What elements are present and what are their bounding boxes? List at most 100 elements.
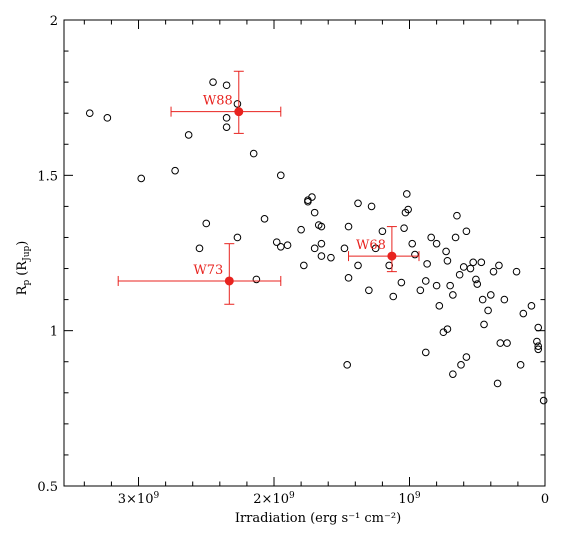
data-point: [416, 286, 425, 295]
data-point: [276, 242, 285, 251]
data-point: [354, 261, 362, 270]
data-point: [449, 291, 457, 299]
data-point: [297, 225, 305, 234]
data-point: [233, 100, 242, 108]
data-point: [365, 286, 373, 295]
y-axis-label-unit-subscript: Jup: [22, 246, 32, 262]
data-point: [451, 233, 460, 242]
data-point: [233, 233, 242, 242]
highlight-marker: [234, 107, 244, 117]
data-point: [512, 267, 521, 276]
data-point: [453, 211, 461, 220]
data-point: [344, 222, 353, 231]
data-point: [455, 270, 464, 279]
data-point: [310, 244, 319, 253]
y-axis-label: Rp (RJup): [15, 241, 32, 296]
y-axis-label-subscript: p: [22, 280, 32, 286]
data-point: [432, 239, 441, 248]
data-point: [327, 253, 335, 262]
y-tick-label: 2: [50, 14, 58, 29]
data-point: [489, 267, 498, 276]
data-point: [260, 215, 269, 223]
data-point: [534, 345, 543, 354]
data-point: [317, 222, 326, 231]
data-point: [478, 295, 487, 304]
data-point: [459, 263, 468, 271]
x-tick-label: 2×109: [253, 491, 295, 507]
data-point: [317, 239, 326, 248]
data-point: [457, 361, 465, 369]
data-point: [408, 239, 417, 248]
x-tick-label: 3×109: [118, 491, 160, 507]
data-point: [300, 261, 308, 270]
data-point: [389, 292, 398, 301]
data-point: [209, 78, 217, 86]
data-point: [371, 244, 380, 253]
highlighted-point-w68: W68: [348, 226, 420, 273]
data-point: [354, 199, 362, 208]
data-point: [171, 166, 179, 175]
data-point: [423, 260, 431, 268]
highlight-marker: [224, 276, 234, 286]
x-tick-label: 109: [398, 491, 421, 507]
data-point: [202, 219, 211, 228]
data-point: [411, 250, 419, 259]
data-point: [249, 149, 258, 158]
data-point: [534, 342, 543, 351]
data-point: [184, 131, 193, 139]
highlight-marker: [387, 251, 397, 261]
point-label: W68: [356, 238, 386, 253]
data-point: [222, 123, 231, 131]
data-point: [472, 275, 480, 284]
highlighted-point-w88: W88: [170, 70, 282, 134]
data-point: [308, 193, 316, 201]
data-point: [222, 114, 231, 122]
data-point: [496, 339, 505, 347]
data-point: [344, 274, 353, 282]
data-point: [85, 109, 94, 117]
data-point: [103, 114, 112, 122]
data-point: [340, 244, 349, 253]
data-point: [432, 281, 441, 290]
data-point: [343, 361, 351, 369]
data-point: [495, 261, 503, 270]
data-point: [276, 171, 285, 180]
plot-frame: [63, 19, 546, 487]
data-point: [533, 337, 541, 346]
data-point: [473, 280, 482, 288]
x-tick-label: 0: [541, 492, 549, 507]
data-point: [404, 205, 412, 214]
data-point: [385, 261, 393, 270]
data-point: [439, 328, 448, 337]
y-axis-label-unit-open: (R: [15, 260, 30, 276]
data-point: [310, 208, 319, 217]
data-point: [222, 81, 231, 90]
data-point: [397, 278, 406, 287]
data-point: [462, 353, 471, 361]
data-point: [443, 256, 452, 265]
axis-ticks: 3×109 2×109 109 0 0.5 1 1.5 2: [37, 14, 549, 507]
data-point: [477, 258, 486, 267]
data-point: [484, 306, 492, 315]
data-point: [446, 281, 454, 290]
data-point: [252, 275, 261, 284]
point-label: W88: [203, 94, 233, 109]
data-point: [137, 174, 146, 183]
data-point: [469, 258, 477, 267]
data-point: [462, 227, 471, 236]
point-label: W73: [193, 263, 223, 278]
data-point: [519, 309, 528, 318]
data-points: [85, 78, 548, 405]
data-point: [527, 302, 536, 310]
data-point: [272, 238, 281, 246]
data-point: [466, 264, 475, 273]
y-axis-label-unit-close: ): [15, 241, 30, 246]
data-point: [367, 202, 376, 211]
data-point: [493, 379, 502, 388]
highlighted-point-w73: W73: [117, 243, 282, 305]
data-point: [283, 241, 292, 250]
x-axis-label: Irradiation (erg s⁻¹ cm⁻²): [235, 511, 401, 526]
data-point: [195, 244, 204, 253]
y-tick-label: 1: [50, 325, 58, 340]
